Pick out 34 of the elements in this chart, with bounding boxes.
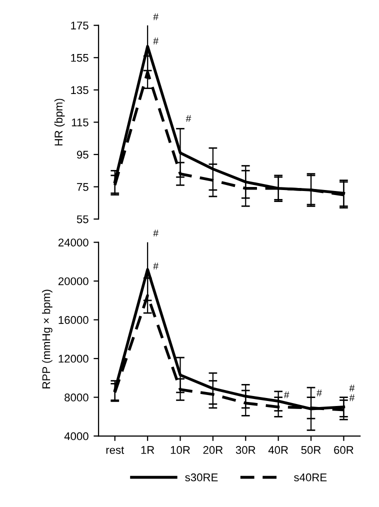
y-tick-label: 4000 (64, 432, 88, 440)
x-tick-label: 50R (301, 446, 321, 454)
x-tick-label: 1R (141, 446, 154, 454)
annotation: # (316, 390, 322, 396)
x-tick-label: 60R (334, 446, 354, 454)
x-tick-label: 20R (203, 446, 223, 454)
annotation: # (153, 230, 158, 236)
legend-label: s40RE (294, 473, 327, 482)
annotation: # (349, 394, 355, 402)
y-tick-label: 135 (71, 86, 88, 94)
annotation: # (349, 384, 355, 392)
y-tick-label: 16000 (58, 316, 88, 324)
annotation: # (153, 13, 158, 20)
y-tick-label: 75 (77, 183, 88, 191)
x-tick-label: rest (106, 446, 124, 454)
y-axis-title: RPP (mmHg × bpm) (42, 290, 52, 388)
y-tick-label: 175 (71, 22, 88, 30)
x-tick-label: 40R (268, 446, 288, 454)
annotation: # (186, 115, 192, 122)
legend-label: s30RE (185, 473, 218, 482)
annotation: # (284, 392, 290, 398)
y-tick-label: 12000 (58, 354, 88, 363)
annotation: # (153, 262, 158, 270)
y-tick-label: 95 (76, 150, 88, 159)
x-tick-label: 10R (170, 446, 190, 454)
y-tick-label: 20000 (58, 277, 88, 286)
annotation: # (153, 38, 158, 44)
y-axis-title: HR (bpm) (54, 98, 65, 146)
y-tick-label: 155 (71, 54, 88, 62)
y-tick-label: 115 (72, 118, 88, 126)
y-tick-label: 8000 (64, 394, 88, 402)
x-tick-label: 30R (236, 446, 256, 454)
y-tick-label: 24000 (58, 238, 88, 246)
y-tick-label: 55 (76, 215, 88, 224)
